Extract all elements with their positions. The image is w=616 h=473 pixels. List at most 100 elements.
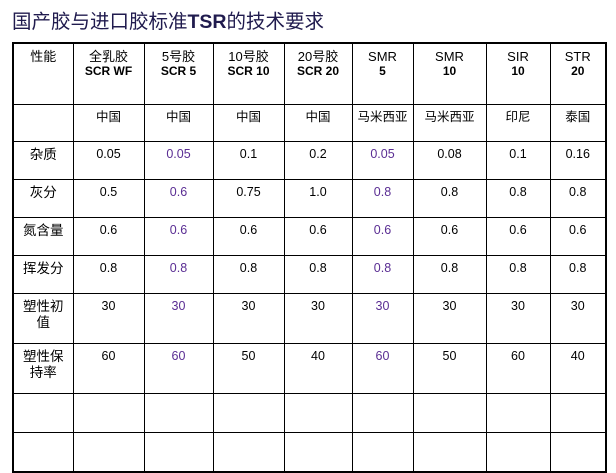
row-label-cell: 灰分 <box>12 179 74 218</box>
data-cell: 0.75 <box>212 179 285 218</box>
header-cell-grade: SIR 10 <box>485 42 551 105</box>
data-cell-value: 30 <box>171 299 186 313</box>
header-label-code: 20 <box>571 64 585 78</box>
row-label-text: 氮含量 <box>23 223 64 238</box>
country-cell: 泰国 <box>549 104 607 142</box>
empty-cell-content <box>14 433 73 457</box>
data-cell-value: 0.6 <box>373 223 392 237</box>
empty-cell-content <box>487 394 550 418</box>
data-cell: 0.05 <box>143 141 214 180</box>
empty-cell <box>412 393 487 433</box>
data-cell: 30 <box>143 293 214 344</box>
data-cell: 0.8 <box>412 179 487 218</box>
data-cell: 50 <box>212 343 285 394</box>
page-title-bold: TSR <box>187 11 227 33</box>
data-cell: 30 <box>212 293 285 344</box>
empty-cell <box>412 432 487 473</box>
data-cell: 0.08 <box>412 141 487 180</box>
data-cell: 60 <box>72 343 145 394</box>
data-cell-value: 0.6 <box>239 223 258 237</box>
row-label-text: 杂质 <box>29 147 57 162</box>
country-cell-content: 中国 <box>305 110 331 124</box>
header-cell-content: 性能 <box>14 44 73 68</box>
data-cell-value: 30 <box>570 299 585 313</box>
country-cell: 印尼 <box>485 104 551 142</box>
data-cell-value: 30 <box>442 299 457 313</box>
empty-cell <box>351 432 414 473</box>
country-cell-content: 马米西亚 <box>424 110 475 124</box>
data-cell-value: 0.8 <box>440 185 459 199</box>
header-label-cn: SIR <box>507 49 529 64</box>
header-cell-content: 全乳胶 SCR WF <box>74 44 144 83</box>
header-label-cn: 全乳胶 <box>88 49 128 64</box>
data-cell: 0.8 <box>485 179 551 218</box>
data-cell-value: 0.8 <box>169 261 188 275</box>
data-cell: 0.5 <box>72 179 145 218</box>
empty-cell-content <box>145 394 213 418</box>
header-cell-grade: STR 20 <box>549 42 607 105</box>
header-cell-property: 性能 <box>12 42 74 105</box>
row-label-cell: 挥发分 <box>12 255 74 294</box>
data-cell-value: 40 <box>311 349 325 363</box>
empty-cell-content <box>353 394 413 418</box>
data-cell-value: 0.8 <box>569 261 587 275</box>
table-empty-row <box>12 432 607 473</box>
data-cell-value: 30 <box>511 299 525 313</box>
country-cell: 中国 <box>72 104 145 142</box>
data-cell: 50 <box>412 343 487 394</box>
data-cell-value: 0.5 <box>99 185 118 199</box>
empty-cell <box>549 393 607 433</box>
empty-cell <box>12 393 74 433</box>
empty-cell-content <box>74 394 144 418</box>
header-cell-grade: 5号胶 SCR 5 <box>143 42 214 105</box>
empty-cell <box>212 393 285 433</box>
header-label-cn: 10号胶 <box>228 49 269 64</box>
data-cell-value: 0.8 <box>239 261 258 275</box>
country-cell-content: 马米西亚 <box>357 110 408 124</box>
row-label-cell: 塑性初值 <box>12 293 74 344</box>
empty-cell <box>351 393 414 433</box>
empty-cell <box>143 432 214 473</box>
row-label-cell: 塑性保 持率 <box>12 343 74 394</box>
data-cell: 0.8 <box>549 179 607 218</box>
data-cell-value: 0.1 <box>239 147 258 161</box>
data-cell-value: 0.8 <box>373 185 392 199</box>
empty-cell-content <box>414 433 486 457</box>
data-cell-value: 0.6 <box>99 223 118 237</box>
table-row: 灰分 0.5 0.6 0.75 1.0 0.8 0.8 0.8 0.8 <box>12 179 607 218</box>
header-cell-content: 5号胶 SCR 5 <box>145 44 213 83</box>
empty-cell <box>72 432 145 473</box>
data-cell: 0.6 <box>351 217 414 256</box>
header-cell-content: SMR 10 <box>414 44 486 83</box>
empty-cell <box>549 432 607 473</box>
data-cell: 0.8 <box>351 179 414 218</box>
table-body: 性能 全乳胶 SCR WF 5号胶 SCR 5 10号胶 SCR 10 20号胶 SCR 20 S… <box>12 42 607 473</box>
data-cell-value: 0.08 <box>437 147 462 161</box>
header-label-cn: 20号胶 <box>297 49 339 64</box>
table-row: 氮含量 0.6 0.6 0.6 0.6 0.6 0.6 0.6 0.6 <box>12 217 607 256</box>
data-cell: 0.6 <box>72 217 145 256</box>
data-cell: 0.2 <box>283 141 353 180</box>
data-cell: 0.6 <box>212 217 285 256</box>
data-cell-value: 30 <box>375 299 390 313</box>
header-label-cn: SMR <box>368 49 397 64</box>
row-label-text: 挥发分 <box>23 261 64 276</box>
data-cell-value: 0.8 <box>569 185 587 199</box>
header-label-cn: 性能 <box>30 49 57 64</box>
empty-cell <box>283 432 353 473</box>
country-cell-content <box>14 105 73 114</box>
country-cell-content: 中国 <box>165 110 191 124</box>
data-cell-value: 0.1 <box>509 147 527 161</box>
header-cell-content: SMR 5 <box>353 44 413 83</box>
data-cell: 0.6 <box>283 217 353 256</box>
data-cell-value: 30 <box>241 299 256 313</box>
data-cell-value: 0.05 <box>166 147 191 161</box>
empty-cell-content <box>353 433 413 457</box>
data-cell-value: 0.05 <box>370 147 395 161</box>
header-label-code: 10 <box>442 64 457 78</box>
data-cell-value: 0.75 <box>236 185 261 199</box>
empty-cell <box>485 393 551 433</box>
header-cell-content: 20号胶 SCR 20 <box>285 44 352 83</box>
data-cell: 30 <box>283 293 353 344</box>
